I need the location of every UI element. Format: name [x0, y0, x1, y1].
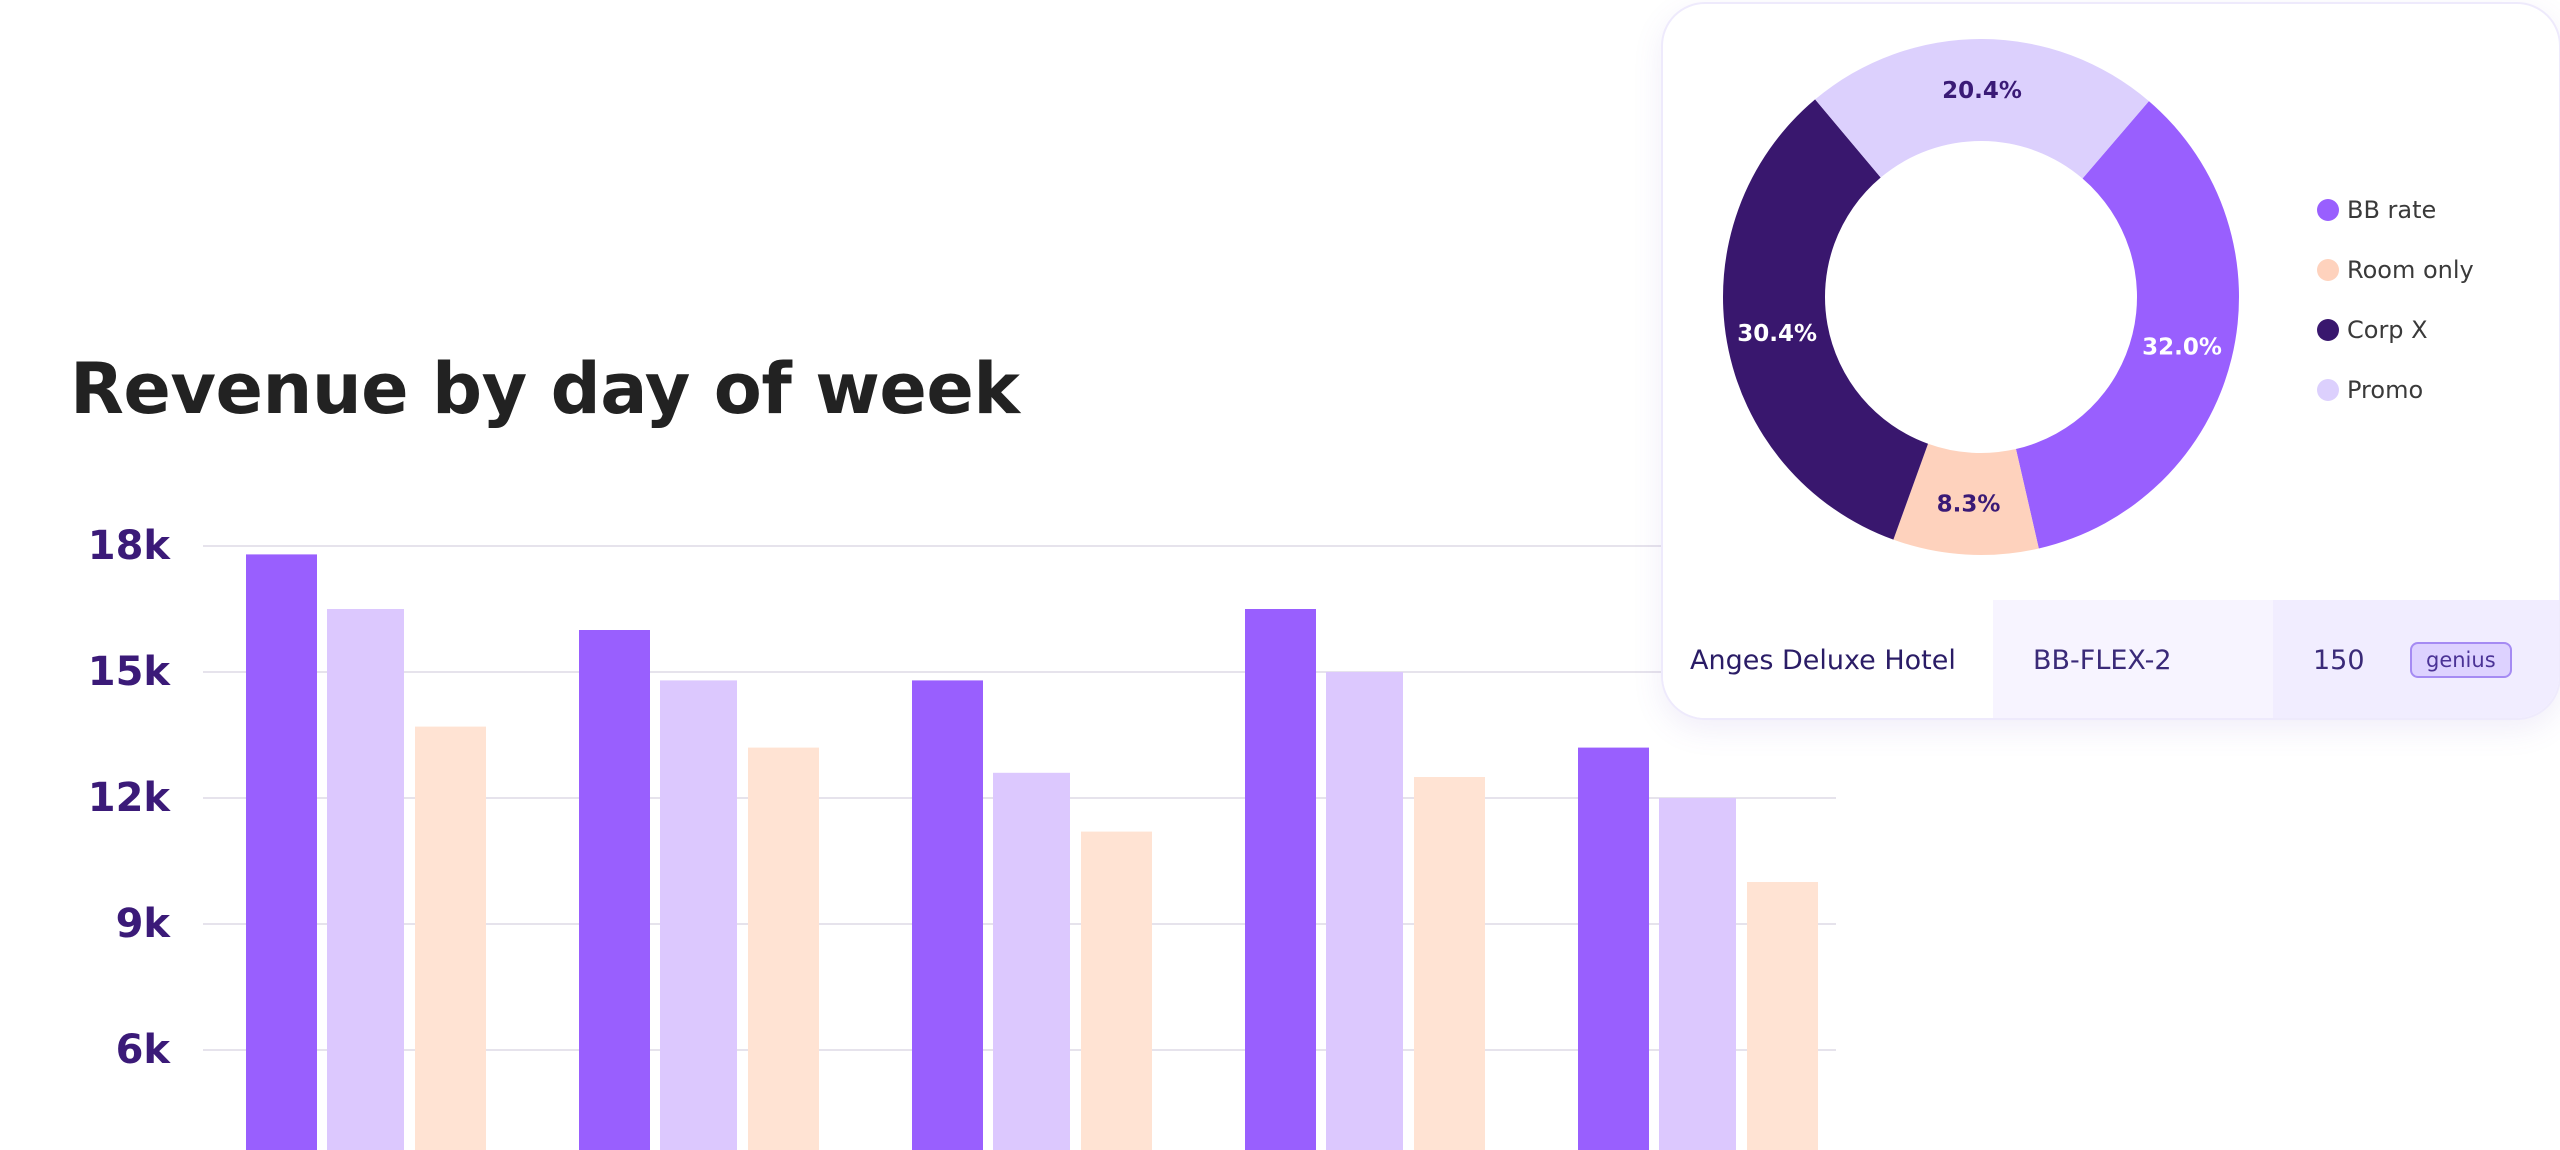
quantity-value: 150 — [2313, 644, 2365, 676]
bar — [1414, 777, 1485, 1150]
bar — [1245, 609, 1316, 1150]
donut-slice — [2015, 101, 2239, 549]
legend-item-promo: Promo — [2317, 360, 2474, 420]
bar-chart-panel: 18k 15k 12k 9k 6k Revenue by day of week — [70, 348, 1836, 1150]
slice-label: 32.0% — [2142, 334, 2222, 360]
chart-title: Revenue by day of week — [70, 348, 1020, 430]
bar — [1578, 747, 1649, 1150]
bar — [327, 609, 404, 1150]
quantity-cell: 150 genius — [2273, 600, 2559, 718]
legend-item-corp-x: Corp X — [2317, 300, 2474, 360]
y-tick-label: 9k — [116, 901, 172, 947]
y-tick-label: 12k — [88, 775, 172, 821]
legend-label: Room only — [2347, 256, 2474, 284]
legend-swatch — [2317, 319, 2339, 341]
bar — [1081, 831, 1152, 1150]
slice-label: 20.4% — [1942, 78, 2022, 104]
bar — [1326, 672, 1403, 1150]
bar — [660, 680, 737, 1150]
slice-label: 30.4% — [1737, 321, 1817, 347]
bar — [415, 726, 486, 1150]
rate-code-cell: BB-FLEX-2 — [1993, 600, 2273, 718]
legend-label: Promo — [2347, 376, 2424, 404]
donut-slice — [1815, 39, 2149, 179]
bar — [1659, 798, 1736, 1150]
y-tick-label: 15k — [88, 649, 172, 695]
bar — [246, 554, 317, 1150]
donut-legend: BB rate Room only Corp X Promo — [2317, 180, 2474, 420]
bar — [748, 747, 819, 1150]
genius-badge: genius — [2410, 642, 2512, 678]
legend-swatch — [2317, 199, 2339, 221]
legend-swatch — [2317, 259, 2339, 281]
legend-item-bb-rate: BB rate — [2317, 180, 2474, 240]
slice-label: 8.3% — [1937, 492, 2001, 518]
legend-swatch — [2317, 379, 2339, 401]
donut-chart: 32.0% 8.3% 30.4% 20.4% — [1723, 39, 2239, 555]
y-tick-label: 6k — [116, 1027, 172, 1073]
table-row[interactable]: Anges Deluxe Hotel BB-FLEX-2 150 genius — [1663, 600, 2559, 718]
legend-label: Corp X — [2347, 316, 2428, 344]
donut-slice — [1893, 443, 2039, 555]
legend-item-room-only: Room only — [2317, 240, 2474, 300]
y-tick-label: 18k — [88, 523, 172, 569]
bar — [579, 630, 650, 1150]
legend-label: BB rate — [2347, 196, 2437, 224]
bar — [912, 680, 983, 1150]
revenue-mix-card: 32.0% 8.3% 30.4% 20.4% BB rate Room only Co… — [1661, 2, 2560, 720]
bar — [1747, 882, 1818, 1150]
hotel-name-cell: Anges Deluxe Hotel — [1663, 600, 1993, 718]
bar-chart: 18k 15k 12k 9k 6k — [88, 523, 1836, 1150]
bar — [993, 772, 1070, 1150]
donut-slice — [1723, 99, 1929, 540]
